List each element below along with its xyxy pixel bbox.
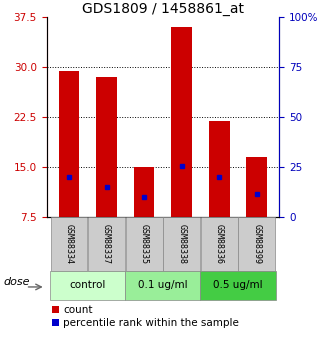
Bar: [88, 217, 125, 271]
Bar: [163, 217, 200, 271]
Text: GSM88336: GSM88336: [215, 224, 224, 264]
Bar: [134, 167, 154, 217]
Text: dose: dose: [4, 277, 30, 287]
Text: 0.1 ug/ml: 0.1 ug/ml: [138, 280, 188, 290]
Text: GSM88338: GSM88338: [177, 224, 186, 264]
Text: GSM88335: GSM88335: [140, 224, 149, 264]
Bar: [171, 27, 192, 217]
Title: GDS1809 / 1458861_at: GDS1809 / 1458861_at: [82, 2, 244, 16]
Bar: [51, 217, 87, 271]
Text: GSM88399: GSM88399: [252, 224, 261, 264]
Bar: [201, 217, 238, 271]
Bar: [126, 271, 200, 300]
Bar: [96, 77, 117, 217]
Legend: count, percentile rank within the sample: count, percentile rank within the sample: [52, 305, 239, 328]
Bar: [59, 71, 79, 217]
Bar: [126, 217, 162, 271]
Bar: [50, 271, 126, 300]
Text: control: control: [70, 280, 106, 290]
Bar: [200, 271, 275, 300]
Bar: [247, 157, 267, 217]
Text: GSM88334: GSM88334: [65, 224, 74, 264]
Text: 0.5 ug/ml: 0.5 ug/ml: [213, 280, 263, 290]
Text: GSM88337: GSM88337: [102, 224, 111, 264]
Bar: [239, 217, 275, 271]
Bar: [209, 121, 230, 217]
